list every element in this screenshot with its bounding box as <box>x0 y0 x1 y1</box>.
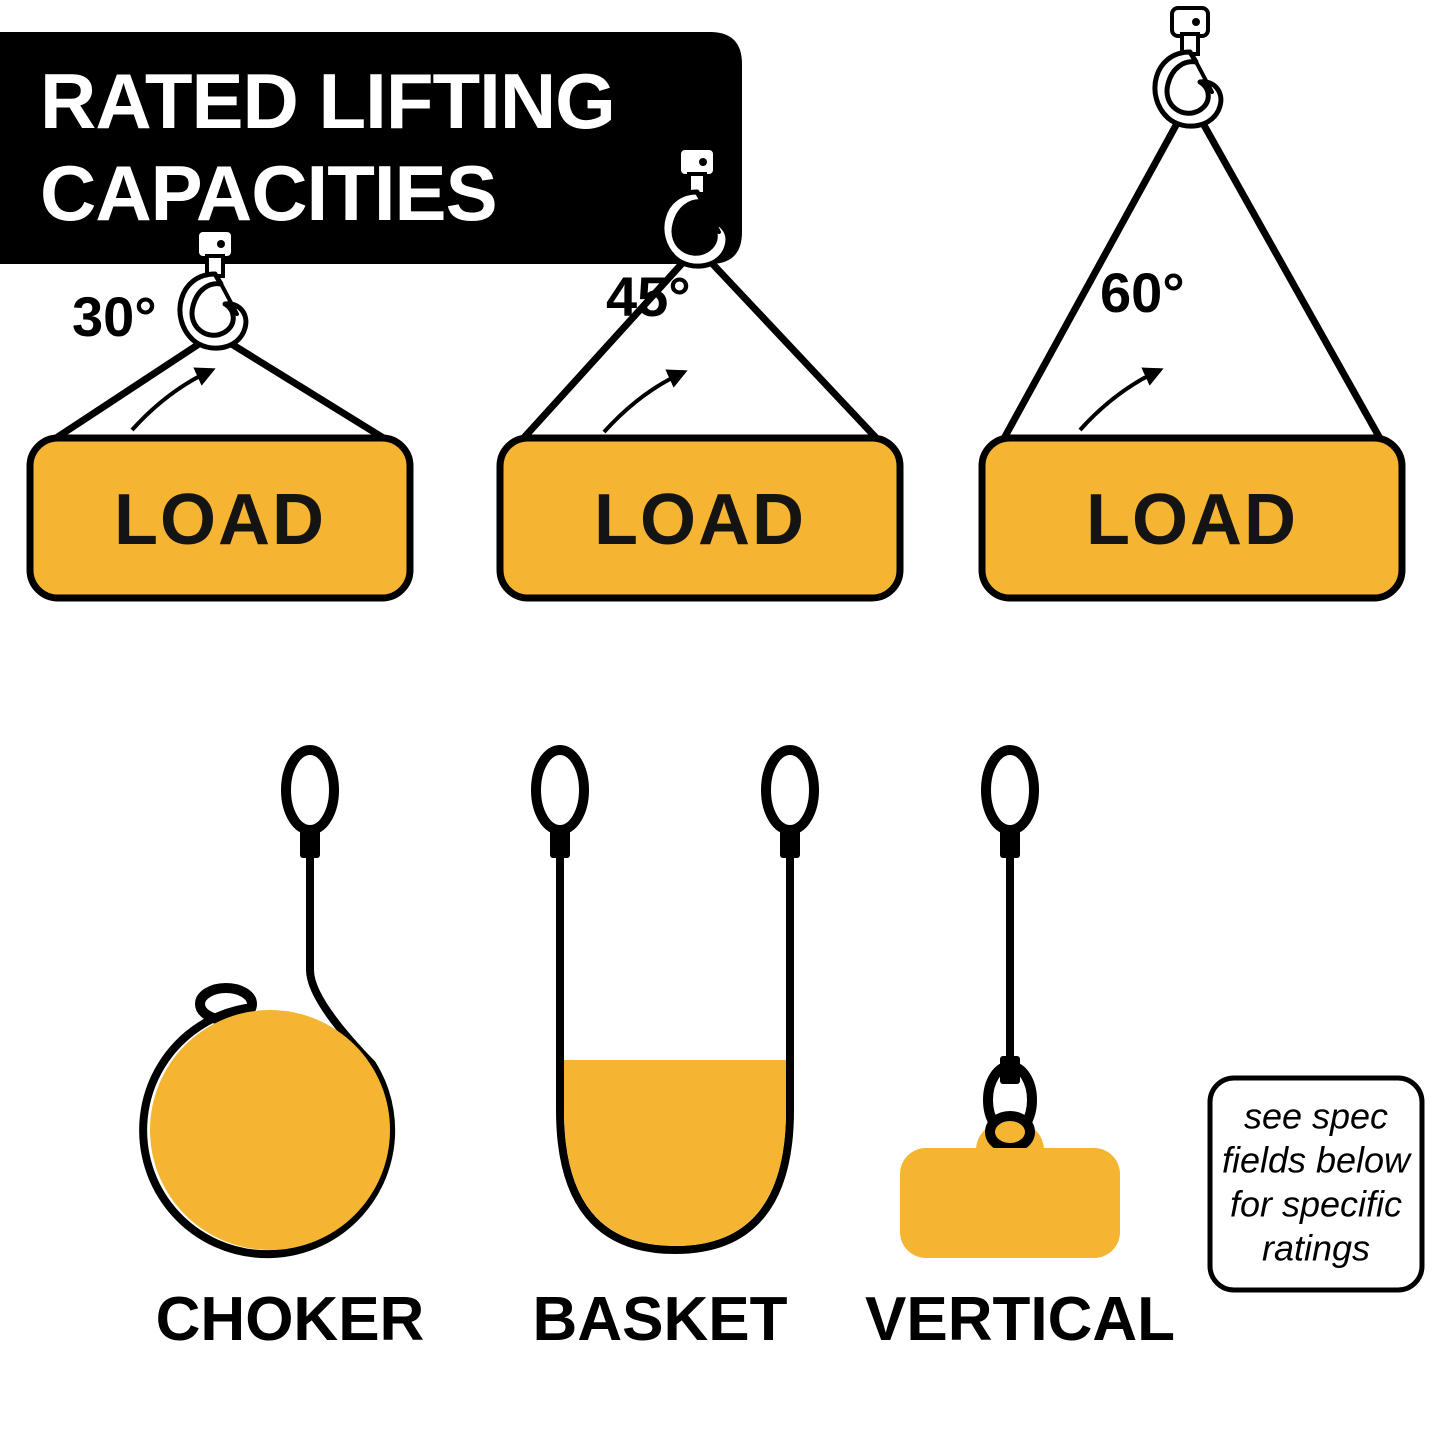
sling-rope <box>50 340 205 442</box>
sling-rope <box>1200 118 1382 442</box>
angle-arc-icon <box>604 372 684 432</box>
load-label: LOAD <box>1086 480 1298 560</box>
sling-rope <box>225 340 390 442</box>
load-label: LOAD <box>594 480 806 560</box>
hitch-basket: BASKET <box>533 750 814 1354</box>
spec-note-line: ratings <box>1262 1227 1370 1268</box>
angle-diagram-30°: LOAD 30° <box>30 230 410 598</box>
load-label: LOAD <box>114 480 326 560</box>
title-line1: RATED LIFTING <box>40 57 615 145</box>
angle-arc-icon <box>1080 370 1160 430</box>
angle-diagram-60°: LOAD 60° <box>982 8 1402 598</box>
rope-eye-icon <box>286 750 334 830</box>
hitch-label-vertical: VERTICAL <box>865 1285 1175 1354</box>
infographic-canvas: RATED LIFTINGCAPACITIES LOAD 30° LOAD 45° LOA… <box>0 0 1445 1445</box>
hitch-choker: CHOKER <box>143 750 424 1354</box>
ferrule <box>1000 830 1020 858</box>
title-banner: RATED LIFTINGCAPACITIES <box>0 32 742 264</box>
title-line2: CAPACITIES <box>40 149 497 237</box>
hook-icon <box>1155 8 1221 126</box>
hitch-label-basket: BASKET <box>533 1285 788 1354</box>
hitch-vertical: VERTICAL <box>865 750 1175 1354</box>
angle-label: 30° <box>72 285 157 348</box>
rope-eye-icon <box>766 750 814 830</box>
rope-eye-icon <box>536 750 584 830</box>
spec-note-line: fields below <box>1222 1139 1412 1180</box>
ferrule <box>550 830 570 858</box>
basket-load <box>564 1060 786 1246</box>
sling-rope <box>707 258 880 442</box>
choker-load <box>150 1010 390 1250</box>
spec-note-line: see spec <box>1244 1095 1388 1136</box>
ferrule <box>780 830 800 858</box>
hitch-label-choker: CHOKER <box>156 1285 425 1354</box>
spec-note-box: see specfields belowfor specificratings <box>1210 1078 1422 1290</box>
angle-label: 60° <box>1100 261 1185 324</box>
vertical-load <box>900 1148 1120 1258</box>
rope-eye-icon <box>986 750 1034 830</box>
ferrule <box>300 830 320 858</box>
angle-label: 45° <box>606 265 691 328</box>
spec-note-line: for specific <box>1230 1183 1402 1224</box>
